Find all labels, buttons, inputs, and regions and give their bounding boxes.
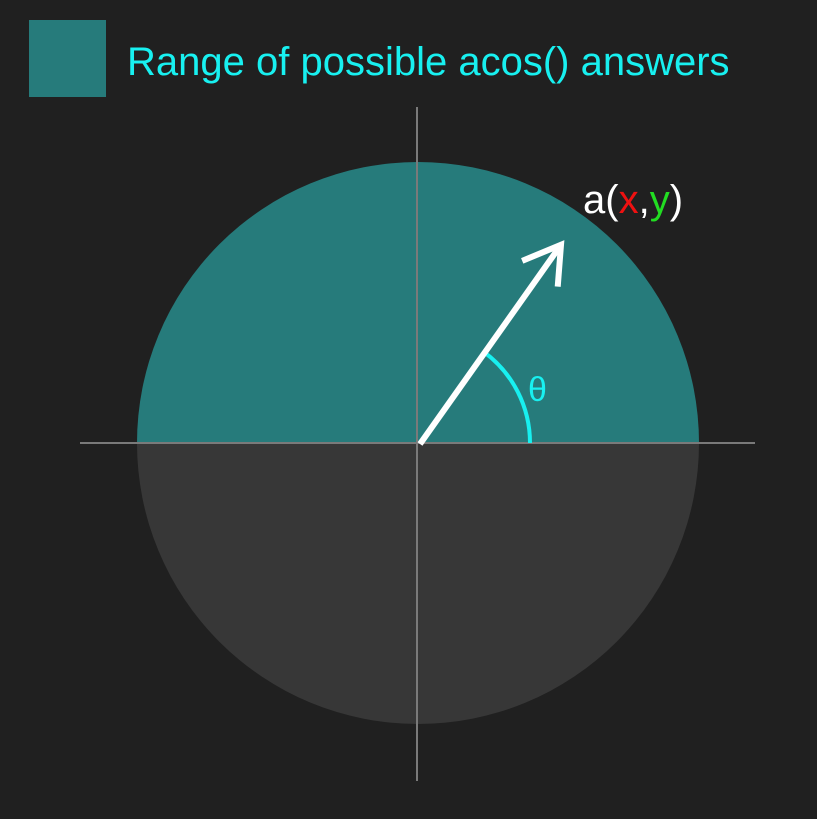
point-label-y: y	[650, 178, 670, 222]
legend-swatch	[29, 20, 106, 97]
angle-arc	[482, 349, 532, 444]
vector-arrowhead	[521, 240, 565, 287]
point-label-prefix: a(	[583, 178, 619, 222]
point-label-x: x	[619, 178, 639, 222]
vector-line	[417, 243, 564, 446]
point-label-suffix: )	[670, 178, 683, 222]
point-label: a(x,y)	[583, 178, 683, 222]
legend-label: Range of possible acos() answers	[127, 40, 730, 84]
angle-label: θ	[528, 371, 547, 409]
point-label-comma: ,	[639, 178, 650, 222]
